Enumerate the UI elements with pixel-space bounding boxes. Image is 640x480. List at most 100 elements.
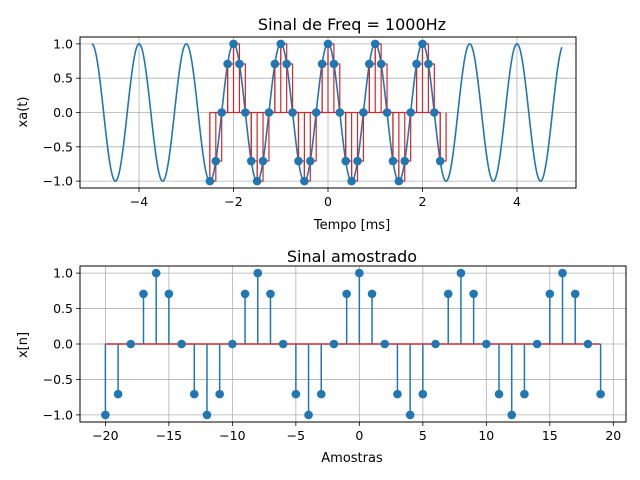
x-tick-label: 10 xyxy=(478,428,494,443)
sample-marker xyxy=(376,59,386,69)
sample-marker xyxy=(253,268,263,278)
sample-marker xyxy=(359,108,368,117)
sample-marker xyxy=(317,59,327,69)
sample-marker xyxy=(583,339,593,349)
bottom-xlabel: Amostras xyxy=(321,451,383,466)
y-tick-label: −0.5 xyxy=(43,372,73,387)
x-tick-label: −15 xyxy=(156,428,182,443)
x-tick-label: 20 xyxy=(605,428,621,443)
sample-marker xyxy=(532,339,542,349)
sample-marker xyxy=(316,389,326,399)
sample-marker xyxy=(545,289,555,299)
sample-marker xyxy=(570,289,580,299)
sample-marker xyxy=(418,39,427,49)
y-tick-label: 0.5 xyxy=(53,301,73,316)
sample-marker xyxy=(405,410,415,420)
sample-marker xyxy=(329,339,339,349)
sample-marker xyxy=(305,156,315,166)
bottom-ticks: −20 −15 −10 −5 0 5 10 15 20 −1.0 −0.5 0.0 0.5 1.0 xyxy=(43,266,622,443)
sample-marker xyxy=(278,339,288,349)
sample-marker xyxy=(443,289,453,299)
sample-marker xyxy=(113,389,123,399)
y-tick-label: −1.0 xyxy=(43,407,73,422)
sample-marker xyxy=(223,59,232,69)
sample-marker xyxy=(469,289,478,299)
sample-marker xyxy=(270,59,280,69)
sample-marker xyxy=(596,389,605,399)
sample-marker xyxy=(139,289,148,299)
sample-marker xyxy=(435,156,445,166)
top-xlabel: Tempo [ms] xyxy=(313,218,390,233)
sample-marker xyxy=(246,156,256,166)
sample-marker xyxy=(424,59,433,69)
sample-marker xyxy=(355,268,364,278)
sample-marker xyxy=(215,389,224,399)
sample-marker xyxy=(456,268,466,278)
sample-marker xyxy=(205,176,215,186)
sample-marker xyxy=(382,108,392,117)
sample-marker xyxy=(406,108,415,117)
sample-marker xyxy=(229,39,238,49)
sample-marker xyxy=(323,39,333,49)
sample-marker xyxy=(291,389,301,399)
top-title: Sinal de Freq = 1000Hz xyxy=(258,15,446,34)
sample-marker xyxy=(400,156,410,166)
sample-marker xyxy=(294,156,303,166)
sample-marker xyxy=(164,289,174,299)
x-tick-label: 0 xyxy=(355,428,363,443)
sample-marker xyxy=(393,389,402,399)
x-tick-label: 5 xyxy=(419,428,427,443)
sample-marker xyxy=(412,59,421,69)
sample-marker xyxy=(367,289,377,299)
sample-marker xyxy=(342,289,351,299)
sample-marker xyxy=(520,389,529,399)
sample-marker xyxy=(482,339,491,349)
y-tick-label: 0.0 xyxy=(53,337,73,352)
sample-marker xyxy=(288,108,297,117)
sample-marker xyxy=(507,410,517,420)
x-tick-label: −2 xyxy=(224,194,242,209)
sample-marker xyxy=(151,268,161,278)
sample-marker xyxy=(211,156,221,166)
top-ticks: −4 −2 0 2 4 −1.0 −0.5 0.0 0.5 1.0 xyxy=(43,36,521,209)
y-tick-label: 0.5 xyxy=(53,71,73,86)
y-tick-label: 0.0 xyxy=(53,105,73,120)
sample-marker xyxy=(304,410,313,420)
bottom-ylabel: x[n] xyxy=(16,332,31,358)
sample-marker xyxy=(228,339,237,349)
sample-marker xyxy=(252,176,262,186)
sample-marker xyxy=(429,108,439,117)
x-tick-label: 4 xyxy=(513,194,521,209)
x-tick-label: −20 xyxy=(92,428,118,443)
sample-marker xyxy=(353,156,362,166)
sample-marker xyxy=(388,156,398,166)
sample-marker xyxy=(558,268,567,278)
y-tick-label: −0.5 xyxy=(43,139,73,154)
sample-marker xyxy=(276,39,286,49)
top-subplot: −4 −2 0 2 4 −1.0 −0.5 0.0 0.5 1.0 Sinal de Freq =… xyxy=(16,15,577,233)
x-tick-label: −5 xyxy=(287,428,305,443)
sample-marker xyxy=(370,39,380,49)
y-tick-label: 1.0 xyxy=(53,36,73,51)
sample-marker xyxy=(335,108,345,117)
sample-marker xyxy=(341,156,351,166)
y-tick-label: 1.0 xyxy=(53,266,73,281)
sample-marker xyxy=(282,59,291,69)
sample-marker xyxy=(126,339,136,349)
top-ylabel: xa(t) xyxy=(16,97,31,128)
bottom-title: Sinal amostrado xyxy=(287,247,417,266)
top-series xyxy=(91,39,563,186)
sample-marker xyxy=(418,389,428,399)
y-tick-label: −1.0 xyxy=(43,174,73,189)
x-tick-label: 15 xyxy=(542,428,558,443)
sample-marker xyxy=(202,410,212,420)
x-tick-label: −4 xyxy=(130,194,148,209)
bottom-series xyxy=(101,268,605,420)
sample-marker xyxy=(380,339,390,349)
sample-marker xyxy=(329,59,339,69)
sample-marker xyxy=(266,289,275,299)
sample-marker xyxy=(394,176,404,186)
x-tick-label: 2 xyxy=(418,194,426,209)
